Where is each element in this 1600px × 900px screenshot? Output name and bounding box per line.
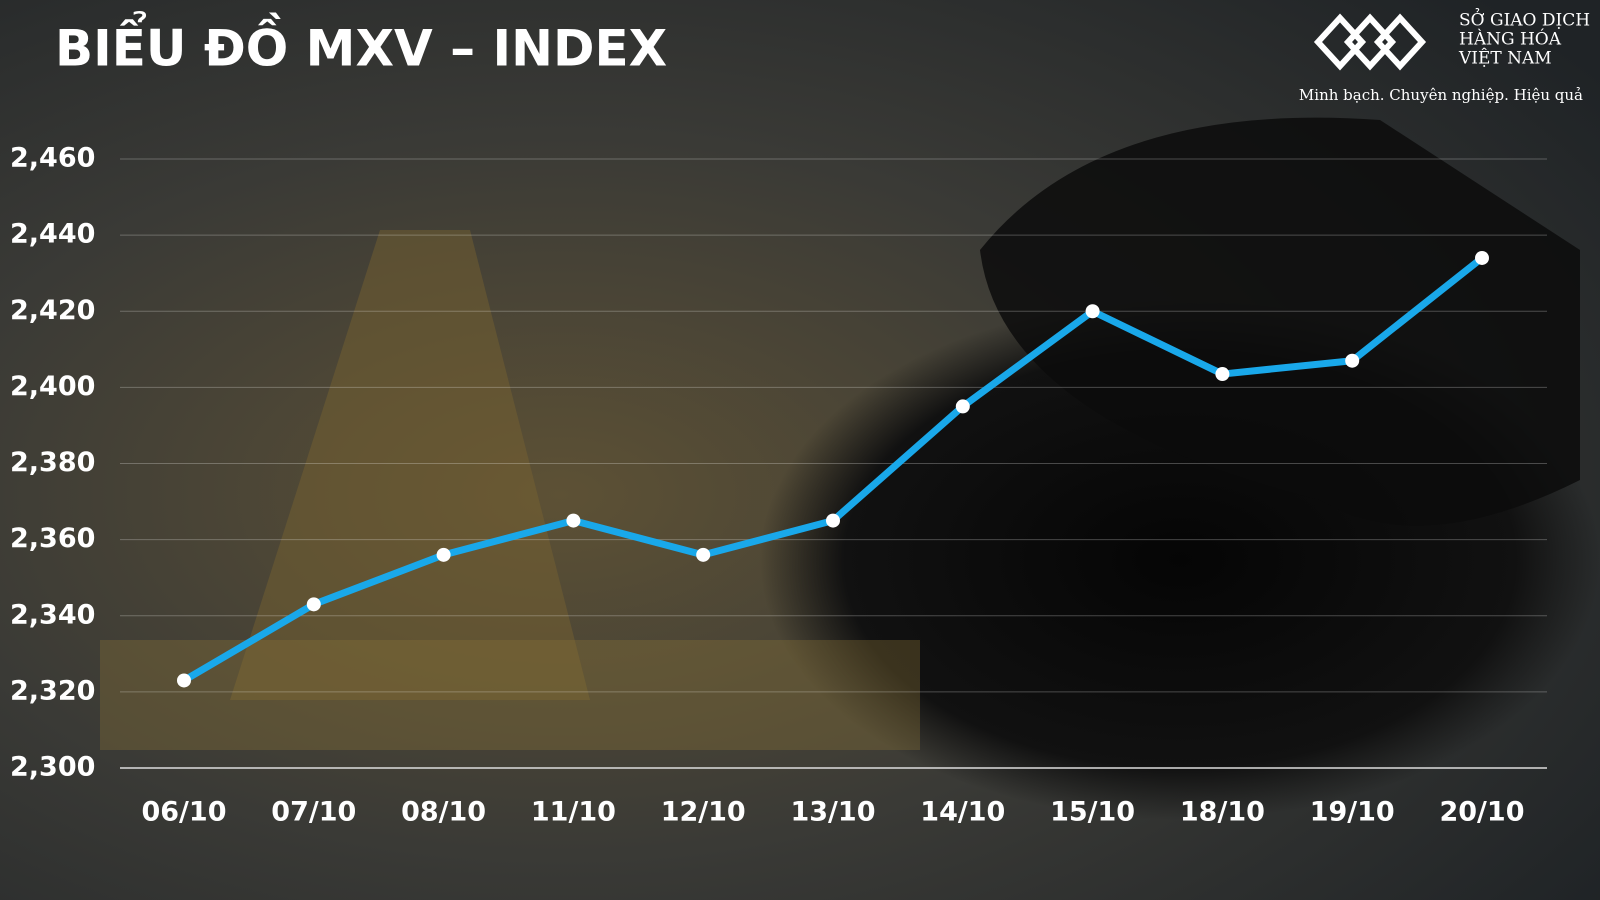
y-tick-label: 2,420 (10, 295, 95, 326)
y-tick-label: 2,440 (10, 219, 95, 250)
y-tick-label: 2,340 (10, 599, 95, 630)
x-tick-label: 15/10 (1050, 797, 1135, 828)
x-tick-label: 14/10 (920, 797, 1005, 828)
x-tick-label: 11/10 (531, 797, 616, 828)
logo-text: SỞ GIAO DỊCH (1459, 8, 1590, 31)
y-tick-label: 2,460 (10, 143, 95, 174)
y-tick-label: 2,320 (10, 675, 95, 706)
pump-base (100, 640, 920, 750)
x-tick-label: 07/10 (271, 797, 356, 828)
barrel (980, 117, 1580, 526)
data-point (566, 513, 581, 528)
logo-mark (1313, 13, 1427, 71)
x-tick-label: 20/10 (1439, 797, 1524, 828)
y-tick-label: 2,380 (10, 447, 95, 478)
chart-title: BIỂU ĐỒ MXV – INDEX (55, 11, 667, 78)
data-point (1085, 304, 1100, 319)
data-point (436, 547, 451, 562)
data-point (826, 513, 840, 528)
y-tick-label: 2,360 (10, 523, 95, 554)
data-point (955, 399, 970, 414)
x-tick-label: 08/10 (401, 797, 486, 828)
logo (1313, 13, 1427, 71)
data-point (1215, 367, 1230, 382)
pump-jack (230, 230, 590, 700)
data-point (696, 547, 711, 562)
logo-text: HÀNG HÓA (1459, 29, 1562, 50)
x-tick-label: 19/10 (1310, 797, 1395, 828)
x-tick-label: 06/10 (141, 797, 226, 828)
logo-tagline: Minh bạch. Chuyên nghiệp. Hiệu quả (1299, 86, 1583, 104)
x-tick-label: 12/10 (661, 797, 746, 828)
data-point (1475, 250, 1489, 265)
x-tick-label: 13/10 (790, 797, 875, 828)
y-tick-label: 2,400 (10, 371, 95, 402)
y-tick-label: 2,300 (10, 752, 95, 783)
data-point (306, 597, 321, 612)
x-tick-label: 18/10 (1180, 797, 1265, 828)
data-point (1345, 353, 1360, 368)
data-point (177, 673, 191, 688)
logo-text: VIỆT NAM (1458, 49, 1552, 69)
